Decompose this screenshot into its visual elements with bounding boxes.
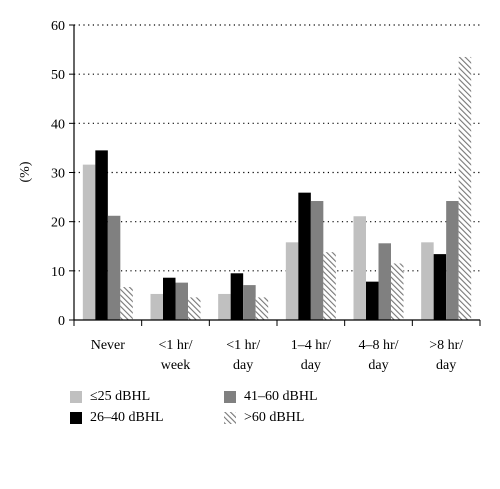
bar [230,273,244,320]
x-tick-label: week [161,358,191,373]
bar [120,287,133,320]
y-tick-label: 10 [51,265,65,280]
bar [446,201,459,320]
y-tick-label: 50 [51,68,65,83]
bar [366,281,379,320]
bar [458,56,472,320]
x-tick-label: day [436,358,456,373]
x-tick-label: 1–4 hr/ [291,338,331,353]
bar [163,277,176,320]
y-tick-label: 40 [51,117,65,132]
bar [310,201,324,320]
bar [353,216,366,320]
bar [243,285,256,320]
x-tick-label: Never [91,338,126,353]
x-tick-label: >8 hr/ [429,338,463,353]
bar [255,297,269,320]
bar [285,242,299,320]
bar [107,215,121,320]
x-tick-label: <1 hr/ [226,338,260,353]
bar [421,242,434,320]
bar [95,150,108,320]
bar [175,282,188,320]
bar [218,293,231,320]
bar [188,297,201,320]
y-tick-label: 20 [51,216,65,231]
bar [298,192,311,320]
x-tick-label: <1 hr/ [159,338,193,353]
x-tick-label: day [233,358,253,373]
y-tick-label: 60 [51,19,65,34]
bar [150,293,163,320]
bar [391,263,404,320]
y-axis-label: (%) [18,161,33,182]
bar [82,164,96,320]
x-tick-label: day [301,358,321,373]
bar [323,252,336,320]
x-tick-label: 4–8 hr/ [358,338,398,353]
y-tick-label: 30 [51,167,65,182]
bar [378,243,391,320]
bar [433,254,447,320]
y-tick-label: 0 [58,314,65,329]
x-tick-label: day [368,358,388,373]
